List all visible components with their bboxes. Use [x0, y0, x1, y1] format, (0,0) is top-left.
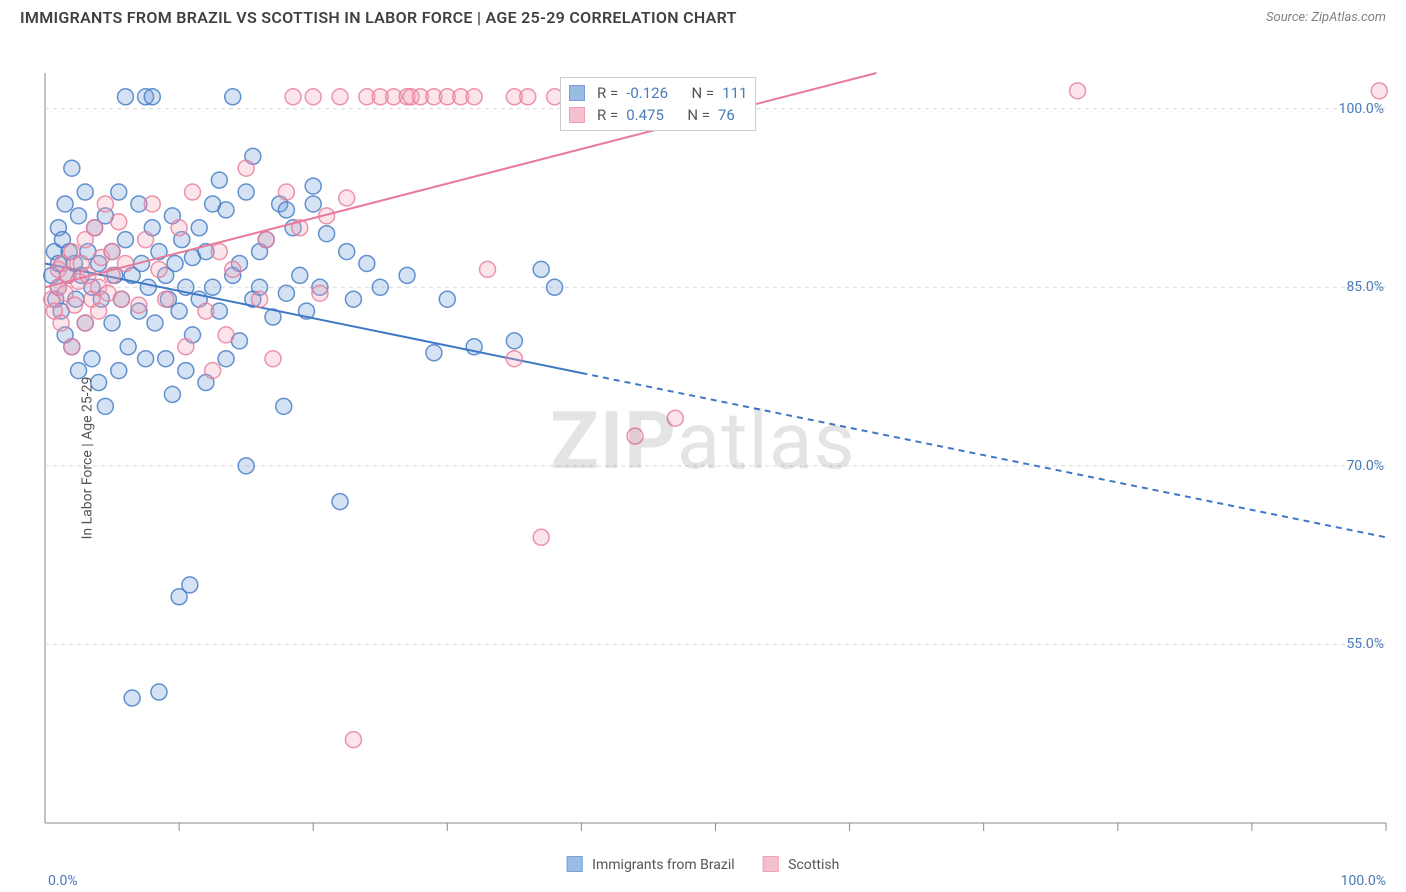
- swatch-series-2: [569, 107, 585, 123]
- swatch-series-1: [569, 85, 585, 101]
- legend-swatch-2: [763, 856, 779, 872]
- title-bar: IMMIGRANTS FROM BRAZIL VS SCOTTISH IN LA…: [0, 0, 1406, 33]
- y-tick-label: 70.0%: [1346, 458, 1384, 474]
- scatter-chart-svg: [0, 33, 1406, 883]
- legend-item-1: Immigrants from Brazil: [567, 856, 735, 873]
- y-tick-label: 55.0%: [1346, 636, 1384, 652]
- y-axis-label: In Labor Force | Age 25-29: [79, 377, 95, 540]
- x-max-label: 100.0%: [1341, 873, 1386, 889]
- bottom-legend: Immigrants from Brazil Scottish: [567, 856, 840, 873]
- legend-swatch-1: [567, 856, 583, 872]
- stats-row-series-2: R = 0.475 N = 76: [569, 104, 747, 126]
- x-min-label: 0.0%: [48, 873, 78, 889]
- legend-item-2: Scottish: [763, 856, 840, 873]
- stats-row-series-1: R = -0.126 N = 111: [569, 82, 747, 104]
- chart-area: In Labor Force | Age 25-29 ZIPatlas R = …: [0, 33, 1406, 883]
- chart-title: IMMIGRANTS FROM BRAZIL VS SCOTTISH IN LA…: [20, 8, 737, 27]
- y-tick-label: 100.0%: [1339, 101, 1384, 117]
- correlation-stats-box: R = -0.126 N = 111 R = 0.475 N = 76: [560, 77, 756, 131]
- source-label: Source: ZipAtlas.com: [1266, 10, 1386, 25]
- y-tick-label: 85.0%: [1346, 279, 1384, 295]
